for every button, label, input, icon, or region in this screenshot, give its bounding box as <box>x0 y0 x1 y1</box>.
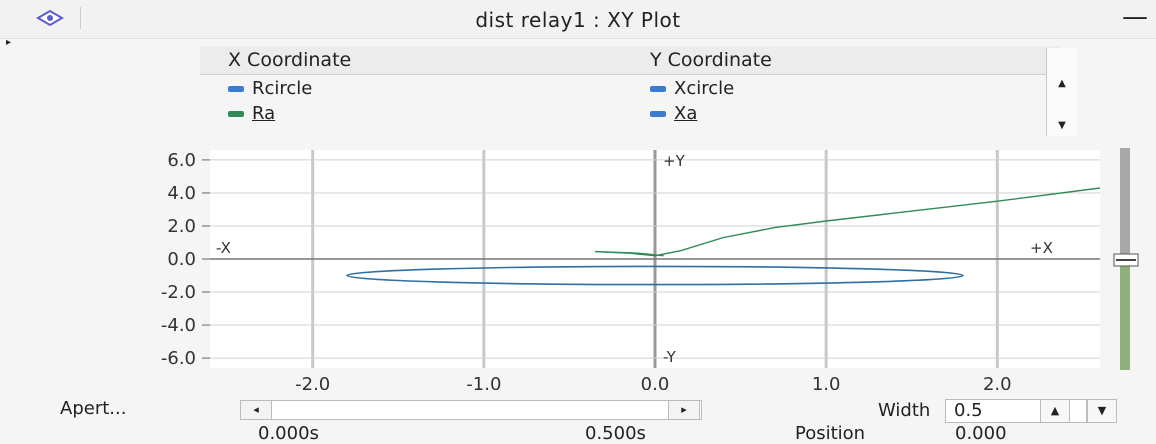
title-bar <box>0 0 1156 39</box>
position-value: 0.000 <box>955 423 1007 444</box>
width-down-button[interactable]: ▼ <box>1087 399 1117 423</box>
series-swatch <box>650 111 666 117</box>
y-tick-label: -2.0 <box>161 282 196 303</box>
series-swatch <box>228 111 244 117</box>
x-tick-label: 0.0 <box>641 374 670 390</box>
slider-lower-track <box>1120 266 1130 370</box>
y-tick-label: 0.0 <box>167 249 196 270</box>
x-tick-label: -2.0 <box>295 374 330 390</box>
series-ra <box>595 250 664 257</box>
x-tick-label: 2.0 <box>983 374 1012 390</box>
x-tick-label: 1.0 <box>812 374 841 390</box>
aperture-label: Apert... <box>60 398 127 419</box>
x-tick-label: -1.0 <box>466 374 501 390</box>
minus-x-label: -X <box>216 239 231 257</box>
width-up-button[interactable]: ▲ <box>1040 399 1070 423</box>
series-xcircle <box>346 265 964 286</box>
xy-plot[interactable]: -2.0 -1.0 0.0 1.0 2.0 6.0 4.0 2.0 0.0 -2.0 -4.0 -6.… <box>0 140 1156 395</box>
series-swatch <box>228 86 244 92</box>
window-title: dist relay1 : XY Plot <box>475 8 681 32</box>
width-value: 0.5 <box>954 400 983 421</box>
time-end: 0.500s <box>585 423 646 444</box>
y-tick-label: -6.0 <box>161 348 196 369</box>
series-xa <box>595 187 1101 257</box>
aperture-left-button[interactable]: ◂ <box>240 400 272 420</box>
time-start: 0.000s <box>258 423 319 444</box>
legend-item-xa[interactable]: Xa <box>650 103 697 124</box>
legend-header: X Coordinate Y Coordinate <box>200 46 1060 75</box>
aperture-right-button[interactable]: ▸ <box>668 400 700 420</box>
plot-canvas: -2.0 -1.0 0.0 1.0 2.0 6.0 4.0 2.0 0.0 -2.0 -4.0 -6.… <box>161 150 1101 395</box>
vertical-slider[interactable] <box>1112 148 1142 370</box>
scroll-down-button[interactable]: ▼ <box>1058 120 1066 131</box>
y-coordinate-header: Y Coordinate <box>650 49 772 71</box>
y-tick-label: 4.0 <box>167 183 196 204</box>
aperture-slider[interactable] <box>240 400 702 420</box>
minimize-button[interactable]: — <box>1122 2 1148 32</box>
plus-x-label: +X <box>1030 239 1053 257</box>
y-tick-label: 6.0 <box>167 150 196 171</box>
width-label: Width <box>878 400 931 421</box>
legend-item-xcircle[interactable]: Xcircle <box>650 78 734 99</box>
eye-icon <box>36 9 64 27</box>
legend-scrollbar[interactable]: ▲ ▼ <box>1046 48 1077 136</box>
plus-y-label: +Y <box>663 152 686 170</box>
y-tick-label: 2.0 <box>167 216 196 237</box>
position-label: Position <box>795 423 866 444</box>
series-swatch <box>650 86 666 92</box>
collapse-arrow-icon[interactable]: ▸ <box>6 37 12 48</box>
y-tick-label: -4.0 <box>161 315 196 336</box>
legend-item-ra[interactable]: Ra <box>228 103 275 124</box>
legend-item-rcircle[interactable]: Rcircle <box>228 78 312 99</box>
scroll-up-button[interactable]: ▲ <box>1058 78 1066 89</box>
app-icon[interactable] <box>30 7 81 29</box>
x-coordinate-header: X Coordinate <box>228 49 352 71</box>
slider-upper-track <box>1120 148 1130 254</box>
minus-y-label: -Y <box>663 348 677 366</box>
